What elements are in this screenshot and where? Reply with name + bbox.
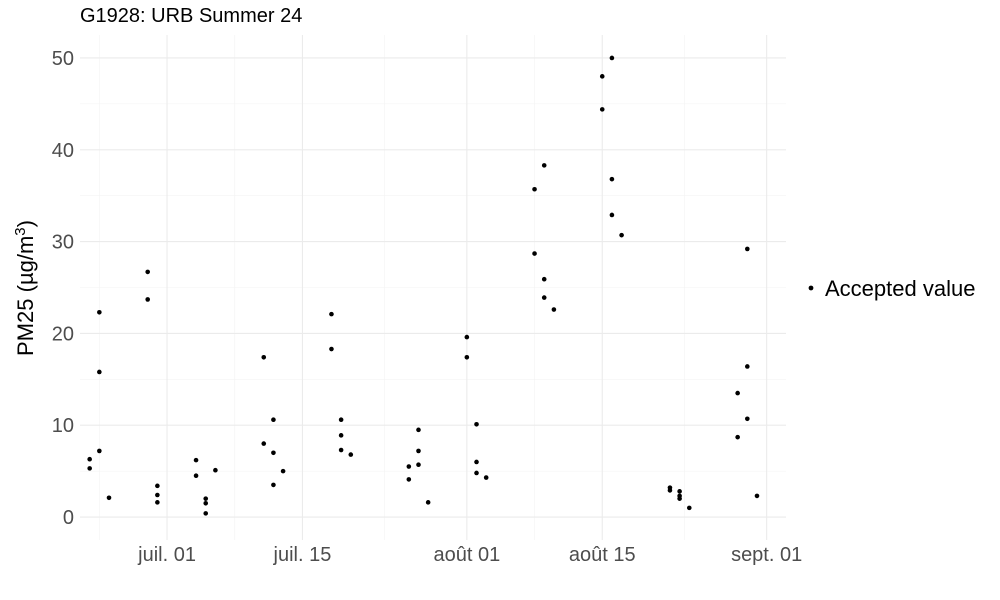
x-axis-ticks: juil. 01 juil. 15 août 01 août 15 sept. 01 [137, 544, 802, 566]
data-point [145, 269, 150, 275]
data-point [406, 477, 412, 482]
data-point [193, 473, 199, 479]
data-point [280, 468, 286, 474]
legend-key-point [808, 285, 814, 291]
data-point [425, 500, 431, 505]
data-point [541, 276, 547, 282]
data-point [338, 433, 344, 438]
data-point [155, 483, 160, 489]
legend: Accepted value [808, 276, 975, 301]
data-point [261, 441, 267, 446]
data-point [464, 334, 470, 340]
data-point [329, 346, 334, 352]
data-point [667, 488, 673, 493]
data-point [609, 212, 615, 218]
grid [80, 35, 786, 540]
y-tick-label: 10 [52, 415, 74, 437]
data-point [745, 364, 750, 369]
data-point [599, 107, 605, 112]
data-point [193, 457, 199, 463]
data-point [609, 176, 615, 182]
data-point [416, 448, 421, 454]
data-point [87, 456, 92, 462]
x-tick-label: sept. 01 [731, 544, 802, 566]
data-point [735, 434, 740, 440]
data-point [551, 307, 557, 312]
y-axis-ticks: 0 10 20 30 40 50 [52, 48, 74, 529]
data-point [145, 297, 150, 302]
data-point [745, 416, 750, 422]
data-point [338, 447, 344, 453]
data-point [609, 55, 615, 61]
data-point [541, 295, 547, 300]
data-point [271, 417, 276, 423]
data-point [271, 482, 276, 488]
x-tick-label: août 15 [569, 544, 636, 566]
data-point [599, 74, 605, 79]
y-axis-label: PM25 (µg/m3) [12, 220, 39, 356]
data-point [271, 450, 276, 456]
y-tick-label: 0 [63, 507, 74, 529]
data-point [97, 448, 102, 454]
data-point [203, 496, 209, 501]
data-point [416, 462, 421, 468]
data-point [97, 369, 102, 375]
data-point [416, 427, 421, 433]
data-point [87, 466, 92, 471]
data-point [735, 390, 740, 396]
data-point [213, 467, 218, 473]
data-point [155, 492, 160, 498]
data-point [483, 475, 489, 480]
chart-title: G1928: URB Summer 24 [80, 5, 302, 27]
data-point [619, 232, 624, 238]
data-point [261, 354, 267, 360]
data-point [106, 495, 112, 501]
data-point [155, 500, 160, 505]
data-point [474, 459, 479, 465]
data-point [203, 500, 209, 506]
data-point [97, 309, 102, 315]
y-tick-label: 30 [52, 232, 74, 254]
data-point [745, 246, 750, 252]
y-tick-label: 40 [52, 140, 74, 162]
data-point [532, 251, 537, 256]
data-point [474, 422, 479, 427]
data-point [338, 417, 344, 423]
data-point [541, 163, 547, 168]
data-point [677, 489, 682, 494]
y-tick-label: 50 [52, 48, 74, 70]
data-point [406, 464, 412, 469]
x-tick-label: juil. 15 [273, 544, 332, 566]
y-tick-label: 20 [52, 323, 74, 345]
data-point [686, 505, 692, 511]
legend-label: Accepted value [825, 276, 975, 301]
data-point [329, 311, 334, 317]
data-point [203, 511, 209, 516]
data-point [754, 493, 760, 499]
data-point [348, 452, 354, 457]
data-point [464, 354, 470, 360]
data-point [474, 470, 479, 476]
x-tick-label: juil. 01 [137, 544, 196, 566]
data-point [677, 496, 682, 501]
data-points [87, 55, 760, 516]
x-tick-label: août 01 [433, 544, 500, 566]
data-point [532, 186, 537, 192]
